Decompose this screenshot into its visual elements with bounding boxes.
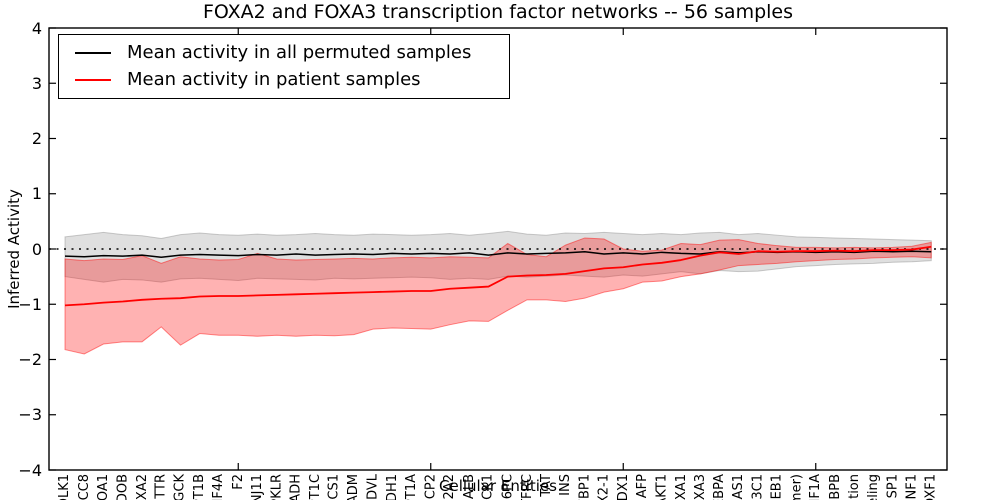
x-tick-label: FOXA3: [692, 474, 708, 500]
x-tick-label: AFP: [635, 474, 650, 499]
x-tick-label: BDH1: [384, 474, 400, 500]
x-tick-label: DLK1: [57, 474, 73, 500]
x-axis-label: Cellular Entities: [439, 477, 557, 495]
x-tick-label: ACADVL: [366, 474, 381, 500]
y-tick-label: 2: [31, 129, 42, 148]
x-tick-label: PDX1: [615, 474, 631, 500]
x-tick-label: NKX2-1: [596, 474, 612, 500]
x-tick-label: HNF1A: [808, 474, 824, 500]
x-tick-label: chromatin remodeling: [866, 474, 881, 500]
y-tick-label: 1: [31, 184, 42, 204]
black-line-swatch-icon: [75, 51, 111, 54]
y-tick-label: −4: [18, 460, 42, 480]
x-tick-label: TAT: [538, 474, 554, 497]
red-line-swatch-icon: [75, 78, 111, 81]
x-tick-label: NR3C1: [750, 474, 766, 500]
patient-mean-line: [64, 245, 932, 307]
legend: Mean activity in all permuted samples Me…: [58, 34, 510, 99]
legend-label-permuted: Mean activity in all permuted samples: [127, 41, 472, 63]
x-tick-label: CPT1A: [404, 474, 419, 500]
x-tick-label: INS: [558, 474, 573, 496]
legend-entry-permuted: Mean activity in all permuted samples: [59, 39, 509, 66]
x-tick-label: TFRC: [519, 474, 535, 500]
x-tick-label: NF1: [904, 474, 920, 500]
legend-entry-patient: Mean activity in patient samples: [59, 66, 509, 93]
x-tick-label: ALAS1: [731, 474, 747, 500]
x-tick-label: G6PC: [500, 474, 516, 500]
x-tick-label: FOXA1: [673, 474, 689, 500]
y-tick-label: −1: [18, 294, 42, 314]
x-tick-label: HMGCS1: [327, 474, 342, 500]
x-tick-label: SP1: [885, 474, 901, 499]
x-tick-label: PCK1: [481, 474, 496, 500]
x-tick-label: HNF4A: [211, 474, 227, 500]
x-tick-label: GCK: [173, 474, 188, 500]
x-tick-label: KCNJ11: [250, 474, 265, 500]
x-tick-label: SLC2A2: [442, 474, 458, 500]
chart-title: FOXA2 and FOXA3 transcription factor net…: [202, 1, 794, 23]
x-tick-label: ACADM: [346, 474, 362, 500]
x-tick-label: ABCC8: [76, 474, 92, 500]
legend-label-patient: Mean activity in patient samples: [127, 68, 421, 90]
x-tick-label: UCP2: [423, 474, 439, 500]
x-tick-label: IGFBP1: [577, 474, 593, 500]
x-tick-label: TTR: [153, 474, 169, 499]
permuted-std-band: [64, 230, 932, 283]
x-tick-label: CREB1: [769, 474, 785, 500]
x-tick-label: CPT1B: [192, 474, 208, 500]
y-tick-label: −3: [18, 405, 42, 425]
y-tick-label: 0: [31, 239, 42, 259]
x-tick-label: FOXA2: [134, 474, 150, 500]
x-tick-label: HADH: [288, 474, 304, 500]
x-tick-label: HNF1A (dimer): [789, 474, 804, 500]
y-tick-label: 3: [31, 73, 42, 93]
x-tick-label: AKT1: [654, 474, 670, 500]
patient-std-band: [64, 237, 932, 355]
x-tick-label: response to starvation: [847, 474, 862, 500]
x-tick-label: ALDOB: [115, 474, 131, 500]
x-tick-label: CEBPA: [712, 474, 727, 500]
y-tick-label: 4: [31, 18, 42, 38]
x-tick-label: FOXF1: [923, 474, 939, 500]
x-tick-label: CEBPB: [827, 474, 843, 500]
y-tick-label: −2: [18, 350, 42, 369]
x-tick-label: APOA1: [96, 474, 111, 500]
x-tick-label: PKLR: [269, 474, 285, 500]
x-tick-label: ALB: [461, 474, 477, 500]
x-tick-label: CPT1C: [307, 474, 323, 500]
x-tick-label: F2: [230, 474, 246, 490]
